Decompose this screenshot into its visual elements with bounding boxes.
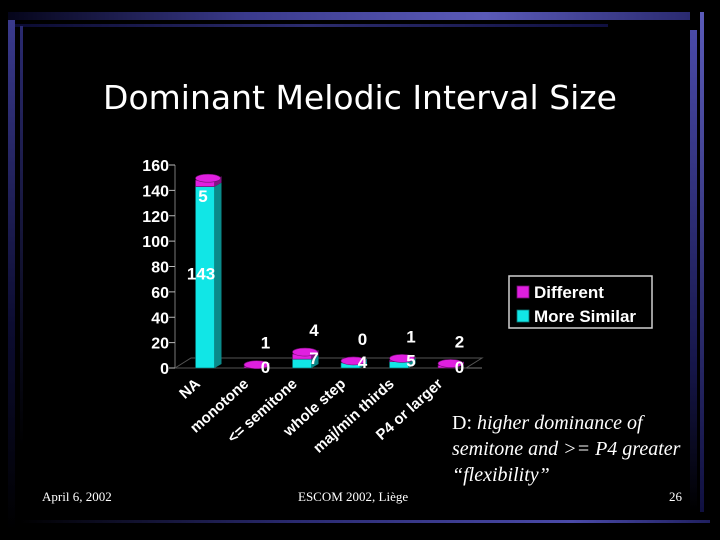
data-label: 2 [455, 332, 464, 351]
bar-top-cap [389, 354, 415, 363]
note-text: higher dominance of semitone and >= P4 g… [452, 412, 681, 486]
data-label: 0 [358, 330, 367, 349]
data-label: 5 [406, 352, 415, 371]
data-label: 143 [187, 264, 215, 283]
data-label: 4 [358, 353, 368, 372]
frame-bottom-bar [20, 520, 710, 523]
data-label: 0 [455, 358, 464, 377]
frame-right-thin-bar [700, 12, 704, 512]
slide-title: Dominant Melodic Interval Size [103, 78, 617, 117]
legend-swatch [516, 309, 530, 323]
bar-top-cap [243, 360, 270, 370]
y-tick-label: 100 [142, 234, 169, 251]
bar-top-cap [195, 173, 221, 183]
data-label: 4 [309, 321, 319, 340]
bar-top-cap [437, 359, 464, 368]
y-tick-label: 40 [151, 310, 169, 327]
page-number: 26 [669, 489, 682, 504]
legend-label: More Similar [534, 307, 636, 326]
frame-top-bar [8, 12, 690, 20]
footer-date: April 6, 2002 [42, 489, 112, 504]
y-tick-label: 0 [160, 361, 169, 378]
frame-top-thin-bar [8, 24, 608, 27]
note-lead: D: [452, 412, 472, 434]
legend-label: Different [534, 283, 604, 302]
bar-side [214, 182, 222, 368]
data-label: 7 [309, 349, 318, 368]
legend-box [508, 275, 653, 329]
x-tick-label: NA [176, 375, 204, 402]
conclusion-note: D: higher dominance of semitone and >= P… [452, 410, 692, 488]
bar-side [408, 357, 416, 368]
data-label: 0 [261, 358, 270, 377]
bar-top-cap [292, 347, 318, 357]
y-tick-label: 60 [151, 285, 169, 302]
data-label: 5 [198, 187, 207, 206]
y-tick-label: 120 [142, 209, 169, 226]
y-tick-label: 20 [151, 336, 169, 353]
frame-left-thin-bar [20, 26, 23, 446]
y-tick-label: 140 [142, 183, 169, 200]
footer-venue: ESCOM 2002, Liège [298, 489, 409, 504]
chart-floor [173, 357, 484, 369]
frame-left-bar [8, 20, 15, 530]
bar-side [311, 355, 319, 368]
bar-top-cap [340, 356, 367, 366]
data-label: 1 [261, 334, 270, 353]
data-label: 1 [406, 327, 415, 346]
frame-right-bar [690, 30, 697, 510]
legend-swatch [516, 285, 530, 299]
y-tick-label: 160 [142, 158, 169, 175]
y-tick-label: 80 [151, 260, 169, 277]
